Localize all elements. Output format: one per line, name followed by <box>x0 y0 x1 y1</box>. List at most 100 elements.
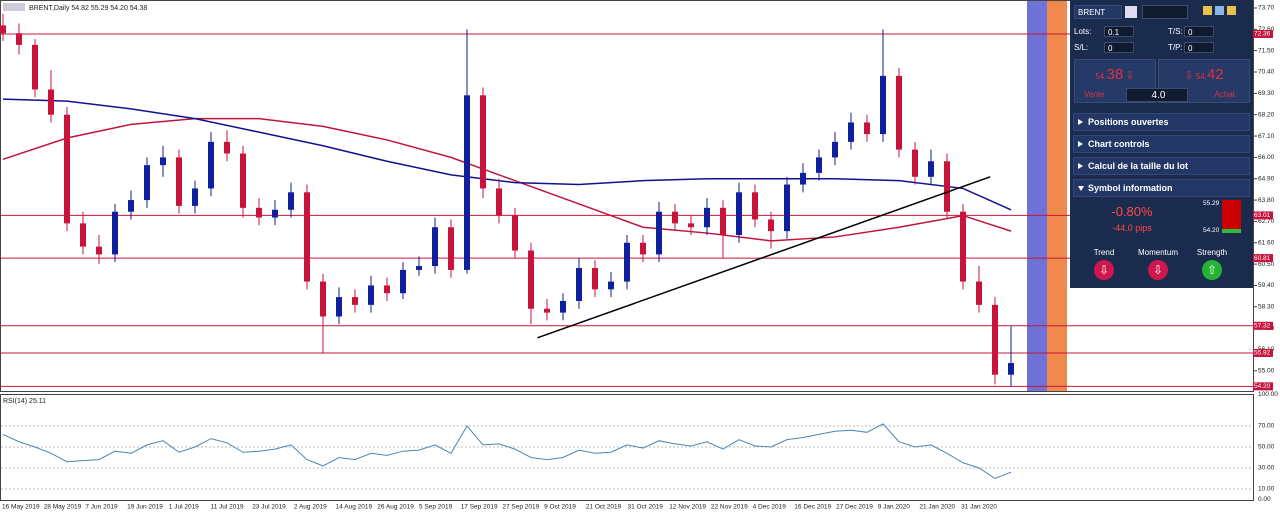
label: S/L: <box>1074 43 1089 52</box>
candle-body <box>784 184 790 232</box>
candle-body <box>864 122 870 135</box>
candle-body <box>0 25 6 34</box>
candle-body <box>160 157 166 166</box>
candle-body <box>800 172 806 185</box>
icon[interactable] <box>1227 6 1236 15</box>
x-tick-label: 16 May 2019 <box>2 504 40 511</box>
menu-item[interactable]: Positions ouvertes <box>1073 113 1250 131</box>
candle-body <box>176 157 182 206</box>
y-tick-label: 63.80 <box>1258 197 1275 204</box>
high: 55.29 <box>1203 200 1220 207</box>
indicator-label: Momentum <box>1137 248 1178 257</box>
level-tag <box>1253 321 1273 330</box>
level-tag <box>1253 348 1273 357</box>
x-tick-label: 23 Jul 2019 <box>252 504 286 511</box>
lots-input[interactable]: 0.1 <box>1104 26 1134 37</box>
candle-body <box>944 161 950 212</box>
x-tick-label: 12 Nov 2019 <box>669 504 706 511</box>
y-tick-label: 62.70 <box>1258 218 1275 225</box>
y-tick-label: 59.40 <box>1258 282 1275 289</box>
candle-body <box>912 149 918 177</box>
candle-body <box>464 95 470 270</box>
candle-body <box>400 269 406 294</box>
x-tick-label: 21 Oct 2019 <box>586 504 622 511</box>
candle-body <box>560 300 566 313</box>
tp-input[interactable]: 0 <box>1184 42 1214 53</box>
candle-body <box>224 141 230 154</box>
sell-big: 38 <box>1106 66 1124 83</box>
candle-body <box>112 211 118 255</box>
candle-body <box>848 122 854 142</box>
candle-body <box>256 207 262 218</box>
x-tick-label: 2 Aug 2019 <box>294 504 327 511</box>
candle-body <box>352 297 358 305</box>
candle-body <box>304 192 310 282</box>
candle-body <box>752 192 758 220</box>
candle-body <box>832 141 838 158</box>
y-tick-label: 71.50 <box>1258 47 1275 54</box>
menu-item[interactable]: Chart controls <box>1073 135 1250 153</box>
rsi-tick-label: 0.00 <box>1258 496 1271 503</box>
strength-up: ⇧ <box>1202 260 1222 280</box>
candle-body <box>80 223 86 247</box>
symbol-select[interactable]: BRENT <box>1074 5 1122 19</box>
x-tick-label: 17 Sep 2019 <box>461 504 498 511</box>
box <box>1142 5 1188 19</box>
candle-body <box>512 215 518 251</box>
candle-body <box>976 281 982 305</box>
main-pane <box>0 0 1254 392</box>
rsi-tick-label: 100.00 <box>1258 391 1278 398</box>
icon[interactable] <box>1215 6 1224 15</box>
candle-body <box>608 281 614 290</box>
level-label: 55.92 <box>1254 350 1271 357</box>
level-tag <box>1253 382 1273 391</box>
spread: 4.0 <box>1126 88 1188 102</box>
x-tick-label: 19 Jun 2019 <box>127 504 163 511</box>
y-tick-label: 68.20 <box>1258 111 1275 118</box>
y-tick-label: 69.30 <box>1258 90 1275 97</box>
candle-body <box>32 44 38 90</box>
candle-body <box>192 188 198 206</box>
range-bar <box>1222 200 1241 229</box>
candle-body <box>336 297 342 317</box>
candle-body <box>496 188 502 216</box>
low: 54.20 <box>1203 227 1220 234</box>
x-tick-label: 9 Oct 2019 <box>544 504 576 511</box>
candle-body <box>992 304 998 375</box>
y-tick-label: 55.00 <box>1258 368 1275 375</box>
rsi-tick-label: 50.00 <box>1258 444 1275 451</box>
moving-average <box>2 117 1012 242</box>
x-tick-label: 11 Jul 2019 <box>211 504 245 511</box>
candle-body <box>144 165 150 201</box>
x-tick-label: 14 Aug 2019 <box>336 504 373 511</box>
menu-item[interactable]: Calcul de la taille du lot <box>1073 157 1250 175</box>
trend-down: ⇩ <box>1094 260 1114 280</box>
level-label: 60.81 <box>1254 255 1271 262</box>
x-tick-label: 26 Aug 2019 <box>377 504 414 511</box>
level-tag <box>1253 29 1273 38</box>
x-tick-label: 27 Dec 2019 <box>836 504 873 511</box>
y-tick-label: 58.30 <box>1258 304 1275 311</box>
chart-title: BRENT,Daily 54.82 55.29 54.20 54.38 <box>29 5 147 12</box>
y-tick-label: 60.50 <box>1258 261 1275 268</box>
candle-body <box>688 223 694 228</box>
menu-item[interactable]: Symbol information <box>1073 179 1250 197</box>
x-tick-label: 27 Sep 2019 <box>502 504 539 511</box>
level-label: 54.20 <box>1254 383 1271 390</box>
x-tick-label: 22 Nov 2019 <box>711 504 748 511</box>
candle-body <box>672 211 678 224</box>
ts-input[interactable]: 0 <box>1184 26 1214 37</box>
candle-body <box>128 200 134 212</box>
candle-body <box>592 267 598 290</box>
candle-body <box>480 95 486 189</box>
checkbox[interactable] <box>1125 6 1137 18</box>
candle-body <box>384 285 390 294</box>
x-tick-label: 5 Sep 2019 <box>419 504 453 511</box>
candle-body <box>640 242 646 255</box>
rsi-pane <box>0 394 1254 501</box>
sl-input[interactable]: 0 <box>1104 42 1134 53</box>
icon[interactable] <box>1203 6 1212 15</box>
candle-body <box>896 75 902 150</box>
label: Lots: <box>1074 27 1092 36</box>
